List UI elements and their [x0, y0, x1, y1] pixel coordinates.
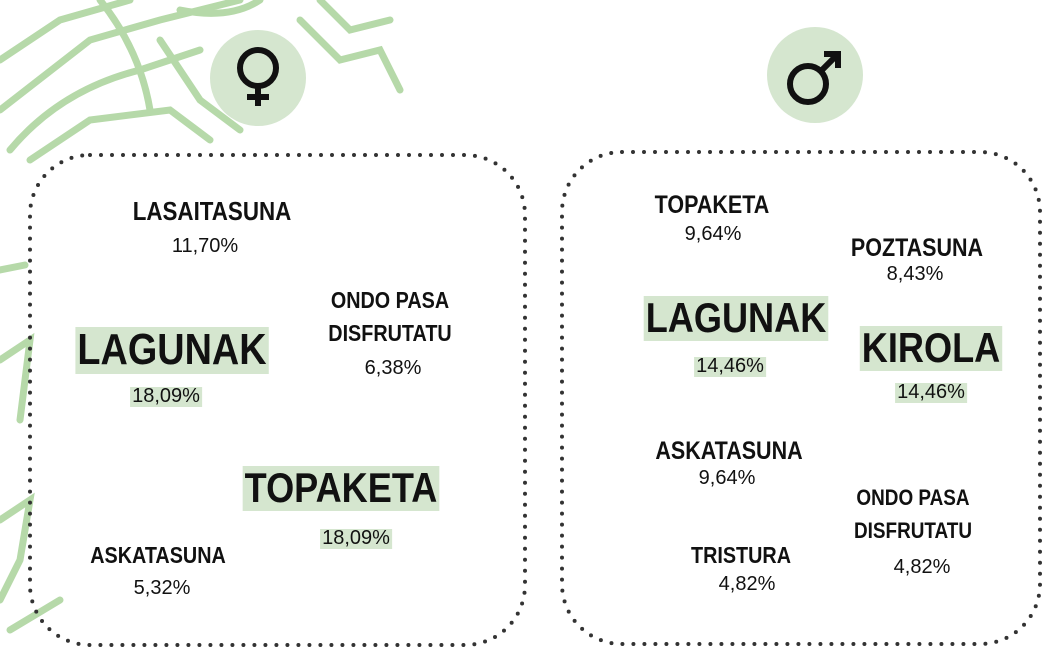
labels: LASAITASUNA 11,70% ONDO PASA DISFRUTATU 6,38…: [77, 191, 1000, 599]
percent: 4,82%: [894, 556, 951, 578]
word: TOPAKETA: [655, 191, 770, 219]
word: TRISTURA: [691, 542, 791, 568]
percent: 5,32%: [134, 577, 191, 599]
highlight: [130, 387, 203, 407]
word: TOPAKETA: [245, 464, 438, 511]
male-icon: [787, 51, 841, 105]
highlight: [242, 466, 440, 511]
word: ASKATASUNA: [655, 437, 802, 465]
percent: 14,46%: [696, 355, 764, 377]
highlights: [75, 296, 1003, 549]
word: ONDO PASA: [856, 485, 969, 510]
percent: 11,70%: [172, 235, 239, 257]
word: LAGUNAK: [646, 294, 827, 341]
percent: 9,64%: [685, 223, 742, 245]
female-badge: [210, 30, 306, 126]
percent: 18,09%: [132, 385, 200, 407]
word: POZTASUNA: [851, 234, 983, 262]
female-frame: [28, 153, 527, 647]
word: ASKATASUNA: [90, 542, 226, 568]
word: LAGUNAK: [77, 325, 266, 374]
percent: 6,38%: [365, 357, 422, 379]
highlight: [75, 327, 269, 374]
highlight: [895, 383, 968, 403]
percent: 14,46%: [897, 381, 965, 403]
word: DISFRUTATU: [854, 518, 972, 543]
word: ONDO PASA: [331, 287, 449, 313]
map-background: [0, 0, 404, 634]
highlight: [859, 326, 1003, 371]
percent: 4,82%: [719, 573, 776, 595]
word: LASAITASUNA: [133, 196, 292, 226]
percent: 9,64%: [699, 467, 756, 489]
female-icon: [237, 47, 279, 106]
highlight: [320, 529, 393, 549]
percent: 18,09%: [322, 527, 390, 549]
highlight: [694, 357, 767, 377]
male-frame: [560, 150, 1042, 646]
male-badge: [767, 27, 863, 123]
percent: 8,43%: [887, 263, 944, 285]
word: KIROLA: [862, 324, 1000, 371]
word: DISFRUTATU: [328, 320, 451, 346]
highlight: [643, 296, 829, 341]
